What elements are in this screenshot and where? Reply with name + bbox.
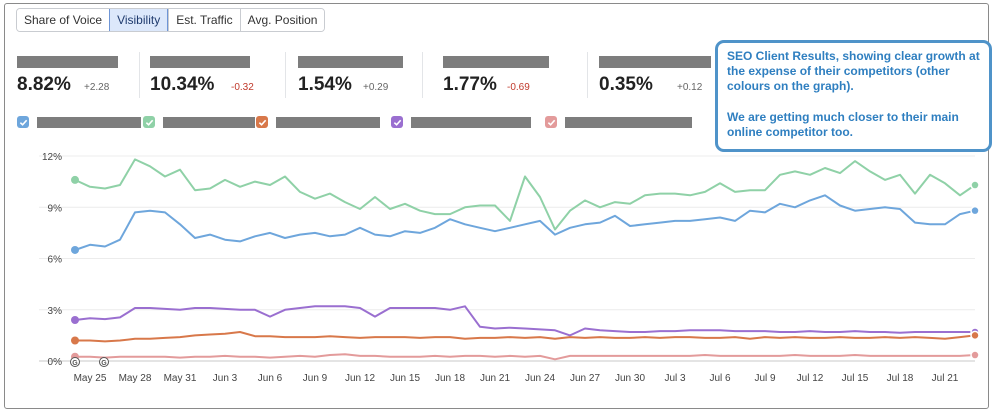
- x-tick-label: Jul 3: [664, 373, 686, 384]
- redacted-legend-label: [37, 116, 141, 128]
- metric-delta: +2.28: [84, 82, 110, 93]
- checkbox-icon[interactable]: [391, 116, 403, 128]
- x-tick-label: Jun 12: [345, 373, 375, 384]
- y-tick-label: 9%: [48, 203, 63, 214]
- series-start-dot[interactable]: [71, 336, 79, 345]
- x-tick-label: Jun 6: [258, 373, 283, 384]
- tab-est-traffic[interactable]: Est. Traffic: [168, 9, 240, 31]
- y-tick-label: 3%: [48, 306, 63, 317]
- series-end-dot[interactable]: [970, 330, 980, 341]
- x-tick-label: Jun 21: [480, 373, 510, 384]
- x-tick-label: Jul 6: [709, 373, 731, 384]
- checkbox-icon[interactable]: [256, 116, 268, 128]
- x-tick-label: Jun 18: [435, 373, 465, 384]
- metric-value: 8.82%: [17, 74, 71, 95]
- series-start-dot[interactable]: [71, 175, 79, 184]
- divider: [285, 52, 286, 98]
- series-start-dot[interactable]: [71, 245, 79, 254]
- x-tick-label: Jul 12: [797, 373, 824, 384]
- y-tick-label: 6%: [48, 255, 63, 266]
- google-update-marker[interactable]: G: [99, 357, 109, 368]
- x-tick-label: Jun 30: [615, 373, 645, 384]
- x-tick-label: Jul 9: [754, 373, 776, 384]
- x-tick-label: Jun 9: [303, 373, 328, 384]
- legend-item-4[interactable]: [391, 115, 531, 129]
- redacted-legend-label: [163, 116, 255, 128]
- legend-item-5[interactable]: [545, 115, 692, 129]
- series-line-4: [75, 331, 976, 343]
- y-tick-label: 12%: [42, 152, 62, 163]
- redacted-domain: [17, 56, 118, 68]
- annotation-callout: SEO Client Results, showing clear growth…: [715, 40, 992, 152]
- redacted-domain: [443, 56, 549, 68]
- svg-text:G: G: [101, 360, 107, 367]
- x-tick-label: Jul 18: [887, 373, 914, 384]
- redacted-domain: [599, 56, 711, 68]
- tab-avg-position[interactable]: Avg. Position: [239, 9, 325, 31]
- checkbox-icon[interactable]: [545, 116, 557, 128]
- series-start-dot[interactable]: [71, 316, 79, 324]
- metric-delta: +0.29: [363, 82, 389, 93]
- legend-item-3[interactable]: [256, 115, 380, 129]
- series-line-5: [75, 353, 976, 361]
- series-end-dot[interactable]: [970, 205, 980, 216]
- x-tick-label: Jun 24: [525, 373, 555, 384]
- metric-tabs: Share of Voice Visibility Est. Traffic A…: [16, 8, 326, 32]
- callout-text-2: We are getting much closer to their main…: [727, 110, 959, 139]
- metric-value: 1.54%: [298, 74, 352, 95]
- redacted-domain: [150, 56, 250, 68]
- metric-delta: -0.69: [507, 82, 530, 93]
- series-line-2: [74, 194, 976, 251]
- x-tick-label: Jul 21: [932, 373, 959, 384]
- divider: [139, 52, 140, 98]
- checkbox-icon[interactable]: [17, 116, 29, 128]
- divider: [422, 52, 423, 98]
- tab-visibility[interactable]: Visibility: [109, 9, 169, 31]
- x-tick-label: May 31: [164, 373, 197, 384]
- google-update-marker[interactable]: G: [70, 357, 80, 368]
- x-tick-label: Jun 15: [390, 373, 420, 384]
- series-line-3: [74, 305, 975, 337]
- x-tick-label: Jun 3: [213, 373, 238, 384]
- x-tick-label: May 25: [74, 373, 107, 384]
- metric-delta: +0.12: [677, 82, 703, 93]
- series-line-1: [74, 158, 976, 231]
- checkbox-icon[interactable]: [143, 116, 155, 128]
- x-tick-label: Jun 27: [570, 373, 600, 384]
- metric-value: 10.34%: [150, 74, 215, 95]
- metric-delta: -0.32: [231, 82, 254, 93]
- redacted-domain: [298, 56, 403, 68]
- callout-text-1: SEO Client Results, showing clear growth…: [727, 49, 980, 93]
- metric-value: 1.77%: [443, 74, 497, 95]
- y-tick-label: 0%: [48, 357, 63, 368]
- svg-text:G: G: [72, 360, 78, 367]
- divider: [587, 52, 588, 98]
- metric-value: 0.35%: [599, 74, 653, 95]
- x-tick-label: May 28: [119, 373, 152, 384]
- x-tick-label: Jul 15: [842, 373, 869, 384]
- redacted-legend-label: [565, 116, 692, 128]
- legend-item-2[interactable]: [143, 115, 255, 129]
- series-end-dot[interactable]: [970, 180, 980, 190]
- series-end-dot[interactable]: [970, 350, 980, 360]
- tab-share-of-voice[interactable]: Share of Voice: [17, 9, 110, 31]
- redacted-legend-label: [276, 116, 380, 128]
- redacted-legend-label: [411, 116, 531, 128]
- legend-item-1[interactable]: [17, 115, 141, 129]
